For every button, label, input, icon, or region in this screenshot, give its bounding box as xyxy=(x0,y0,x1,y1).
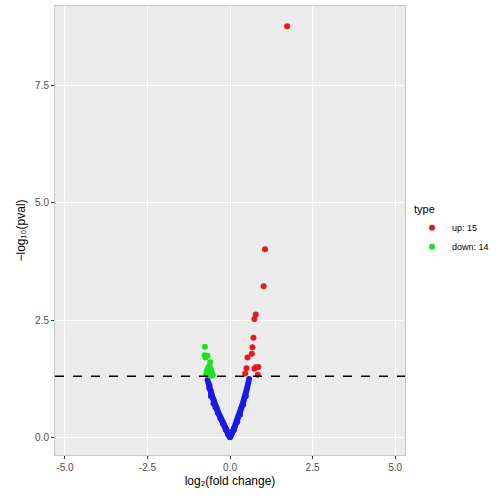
svg-text:up: 15: up: 15 xyxy=(452,223,477,233)
svg-text:type: type xyxy=(414,203,435,215)
svg-text:0.0: 0.0 xyxy=(35,432,49,443)
svg-text:2.5: 2.5 xyxy=(306,462,320,473)
svg-text:−log₁₀(pval): −log₁₀(pval) xyxy=(14,199,28,261)
svg-text:7.5: 7.5 xyxy=(35,80,49,91)
svg-text:log₂(fold change): log₂(fold change) xyxy=(185,474,276,488)
svg-text:0.0: 0.0 xyxy=(223,462,237,473)
svg-text:-5.0: -5.0 xyxy=(56,462,74,473)
svg-text:down: 14: down: 14 xyxy=(452,242,489,252)
svg-text:-2.5: -2.5 xyxy=(139,462,157,473)
svg-text:5.0: 5.0 xyxy=(35,197,49,208)
svg-text:2.5: 2.5 xyxy=(35,315,49,326)
svg-text:5.0: 5.0 xyxy=(388,462,402,473)
